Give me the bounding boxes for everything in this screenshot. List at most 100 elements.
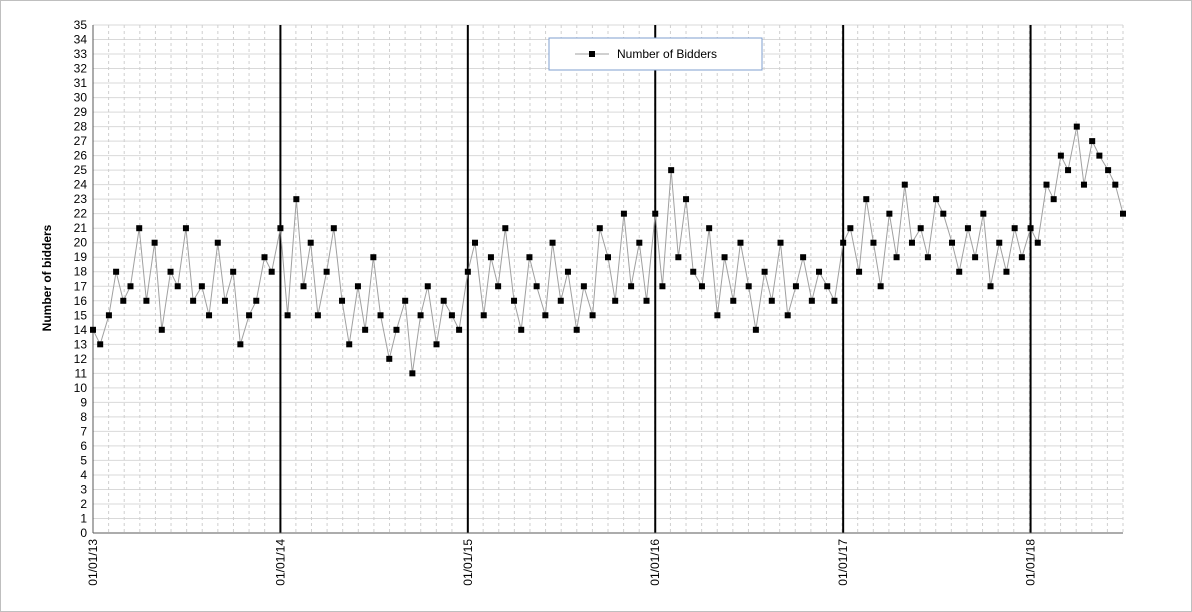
data-point bbox=[800, 254, 807, 261]
x-tick-label: 01/01/16 bbox=[648, 539, 662, 586]
data-point bbox=[612, 297, 619, 304]
y-tick-label: 18 bbox=[74, 265, 88, 279]
data-point bbox=[284, 312, 291, 319]
y-tick-label: 0 bbox=[80, 526, 87, 540]
data-point bbox=[698, 283, 705, 290]
data-point bbox=[1011, 225, 1018, 232]
data-point bbox=[487, 254, 494, 261]
data-point bbox=[127, 283, 134, 290]
x-tick-label: 01/01/15 bbox=[461, 539, 475, 586]
data-point bbox=[277, 225, 284, 232]
data-point bbox=[424, 283, 431, 290]
data-point bbox=[518, 326, 525, 333]
y-tick-label: 2 bbox=[80, 497, 87, 511]
y-tick-label: 27 bbox=[74, 134, 88, 148]
data-point bbox=[933, 196, 940, 203]
data-point bbox=[206, 312, 213, 319]
y-tick-label: 31 bbox=[74, 76, 88, 90]
data-point bbox=[792, 283, 799, 290]
y-tick-label: 19 bbox=[74, 250, 88, 264]
data-point bbox=[214, 239, 221, 246]
data-point bbox=[996, 239, 1003, 246]
y-tick-label: 35 bbox=[74, 18, 88, 32]
data-point bbox=[440, 297, 447, 304]
legend: Number of Bidders bbox=[548, 37, 763, 71]
year-separators bbox=[279, 25, 1032, 533]
data-point bbox=[174, 283, 181, 290]
data-point bbox=[573, 326, 580, 333]
y-tick-label: 33 bbox=[74, 47, 88, 61]
data-point bbox=[143, 297, 150, 304]
data-point bbox=[1096, 152, 1103, 159]
y-tick-label: 4 bbox=[80, 468, 87, 482]
data-point bbox=[714, 312, 721, 319]
data-point bbox=[816, 268, 823, 275]
data-point bbox=[268, 268, 275, 275]
legend-marker bbox=[589, 51, 595, 57]
data-point bbox=[198, 283, 205, 290]
data-point bbox=[870, 239, 877, 246]
y-tick-labels: 0123456789101112131415161718192021222324… bbox=[74, 18, 88, 540]
data-point bbox=[1112, 181, 1119, 188]
series-number-of-bidders bbox=[90, 123, 1126, 377]
data-point bbox=[167, 268, 174, 275]
y-tick-label: 14 bbox=[74, 323, 88, 337]
data-point bbox=[293, 196, 300, 203]
y-tick-label: 34 bbox=[74, 33, 88, 47]
y-tick-label: 7 bbox=[80, 424, 87, 438]
data-point bbox=[745, 283, 752, 290]
data-point bbox=[721, 254, 728, 261]
data-point bbox=[448, 312, 455, 319]
y-tick-label: 13 bbox=[74, 337, 88, 351]
data-point bbox=[730, 297, 737, 304]
grid bbox=[92, 24, 1124, 534]
data-point bbox=[886, 210, 893, 217]
data-point bbox=[675, 254, 682, 261]
data-point bbox=[949, 239, 956, 246]
data-point bbox=[151, 239, 158, 246]
data-point bbox=[402, 297, 409, 304]
data-point bbox=[824, 283, 831, 290]
data-point bbox=[354, 283, 361, 290]
data-point bbox=[393, 326, 400, 333]
y-tick-label: 3 bbox=[80, 482, 87, 496]
data-point bbox=[1050, 196, 1057, 203]
data-point bbox=[706, 225, 713, 232]
data-point bbox=[323, 268, 330, 275]
data-point bbox=[502, 225, 509, 232]
data-point bbox=[90, 326, 96, 333]
data-point bbox=[300, 283, 307, 290]
data-point bbox=[1057, 152, 1064, 159]
data-point bbox=[330, 225, 337, 232]
data-point bbox=[620, 210, 627, 217]
data-point bbox=[831, 297, 838, 304]
data-point bbox=[557, 297, 564, 304]
data-point bbox=[863, 196, 870, 203]
x-tick-label: 01/01/18 bbox=[1024, 539, 1038, 586]
data-point bbox=[182, 225, 189, 232]
data-point bbox=[940, 210, 947, 217]
legend-label: Number of Bidders bbox=[617, 47, 717, 61]
data-point bbox=[784, 312, 791, 319]
data-point bbox=[307, 239, 314, 246]
y-tick-label: 11 bbox=[75, 366, 88, 380]
axes bbox=[92, 25, 1123, 534]
y-tick-label: 29 bbox=[74, 105, 88, 119]
data-point bbox=[549, 239, 556, 246]
data-point bbox=[643, 297, 650, 304]
data-point bbox=[628, 283, 635, 290]
x-tick-label: 01/01/14 bbox=[273, 539, 287, 586]
data-point bbox=[1027, 225, 1034, 232]
data-point bbox=[511, 297, 518, 304]
y-tick-label: 22 bbox=[74, 207, 88, 221]
y-tick-label: 9 bbox=[80, 395, 87, 409]
data-point bbox=[1018, 254, 1025, 261]
data-point bbox=[972, 254, 979, 261]
y-tick-label: 21 bbox=[74, 221, 88, 235]
y-tick-label: 24 bbox=[74, 178, 88, 192]
data-point bbox=[97, 341, 104, 348]
data-point bbox=[1034, 239, 1041, 246]
y-tick-label: 1 bbox=[80, 511, 87, 525]
data-point bbox=[901, 181, 908, 188]
